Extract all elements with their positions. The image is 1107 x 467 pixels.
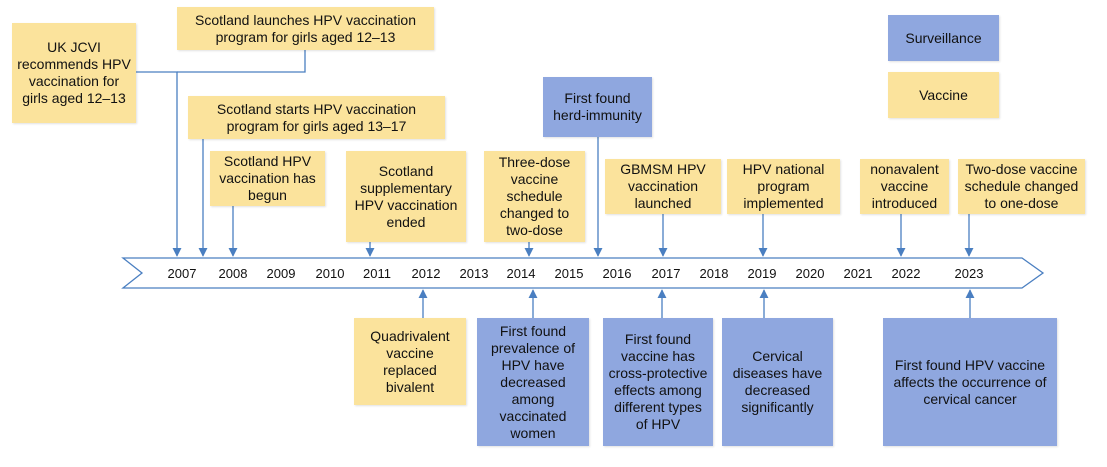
event-herd-immunity: First found herd-immunity: [543, 77, 652, 137]
event-prevalence-decreased: First found prevalence of HPV have decre…: [477, 318, 589, 446]
connector-scotland-launch: [177, 50, 306, 73]
event-cross-protective: First found vaccine has cross-protective…: [603, 318, 713, 446]
year-label-2015: 2015: [554, 266, 584, 281]
event-scotland-begun: Scotland HPV vaccination has begun: [210, 151, 325, 206]
legend-surveillance: Surveillance: [888, 15, 999, 61]
event-national-program: HPV national program implemented: [727, 159, 840, 214]
event-gbmsm: GBMSM HPV vaccination launched: [605, 159, 721, 214]
year-label-2008: 2008: [218, 266, 248, 281]
year-label-2019: 2019: [747, 266, 777, 281]
legend-vaccine: Vaccine: [888, 72, 999, 118]
year-label-2023: 2023: [954, 266, 984, 281]
year-label-2012: 2012: [411, 266, 441, 281]
year-label-2014: 2014: [506, 266, 536, 281]
year-label-2011: 2011: [363, 266, 391, 281]
year-label-2013: 2013: [459, 266, 489, 281]
event-three-to-two-dose: Three-dose vaccine schedule changed to t…: [484, 151, 585, 242]
year-label-2021: 2021: [843, 266, 873, 281]
year-label-2010: 2010: [315, 266, 345, 281]
year-label-2017: 2017: [651, 266, 681, 281]
year-label-2022: 2022: [891, 266, 921, 281]
event-cervical-cancer: First found HPV vaccine affects the occu…: [883, 318, 1057, 446]
event-nonavalent: nonavalent vaccine introduced: [860, 159, 949, 214]
event-scotland-13-17: Scotland starts HPV vaccination program …: [188, 96, 445, 139]
year-label-2016: 2016: [602, 266, 632, 281]
event-quadrivalent: Quadrivalent vaccine replaced bivalent: [354, 318, 466, 405]
event-scotland-supplementary: Scotland supplementary HPV vaccination e…: [346, 151, 466, 242]
year-label-2018: 2018: [699, 266, 729, 281]
event-two-to-one-dose: Two-dose vaccine schedule changed to one…: [958, 159, 1085, 214]
connector-jcvi: [136, 71, 182, 257]
year-label-2007: 2007: [167, 266, 197, 281]
timeline-arrow: [121, 257, 1045, 289]
event-jcvi: UK JCVI recommends HPV vaccination for g…: [12, 23, 136, 123]
year-label-2020: 2020: [795, 266, 825, 281]
event-cervical-diseases: Cervical diseases have decreased signifi…: [722, 318, 833, 446]
event-scotland-launch: Scotland launches HPV vaccination progra…: [177, 7, 434, 50]
year-label-2009: 2009: [266, 266, 296, 281]
